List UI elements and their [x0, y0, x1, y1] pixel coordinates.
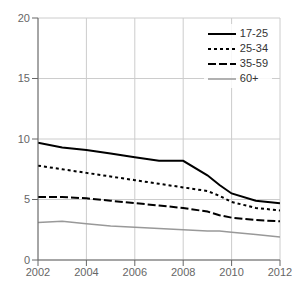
html-text:25-34: 25-34	[239, 42, 268, 54]
svg-text:0: 0	[24, 254, 30, 266]
html-text:35-59: 35-59	[239, 57, 268, 69]
svg-text:2004: 2004	[74, 266, 98, 278]
svg-text:20: 20	[18, 12, 30, 24]
svg-text:10: 10	[18, 133, 30, 145]
svg-text:15: 15	[18, 72, 30, 84]
svg-text:2012: 2012	[268, 266, 292, 278]
svg-text:2006: 2006	[123, 266, 147, 278]
html-text:60+: 60+	[239, 72, 259, 84]
html-text:17-25: 17-25	[239, 27, 268, 39]
svg-text:2002: 2002	[26, 266, 50, 278]
svg-text:2008: 2008	[171, 266, 195, 278]
svg-text:2010: 2010	[219, 266, 243, 278]
svg-text:5: 5	[24, 193, 30, 205]
